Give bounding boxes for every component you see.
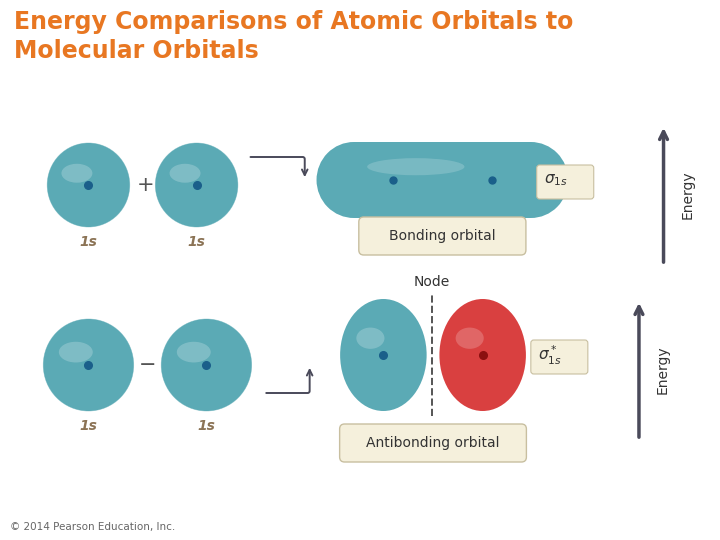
FancyBboxPatch shape	[340, 424, 526, 462]
Ellipse shape	[367, 158, 464, 176]
Bar	[354, 142, 531, 218]
Text: 1s: 1s	[197, 419, 215, 433]
Text: 1s: 1s	[79, 235, 97, 249]
Text: 1s: 1s	[188, 235, 205, 249]
Text: Node: Node	[413, 275, 450, 289]
Text: Energy: Energy	[680, 171, 694, 219]
Text: Antibonding orbital: Antibonding orbital	[366, 436, 500, 450]
Text: 1s: 1s	[79, 419, 97, 433]
Ellipse shape	[456, 328, 484, 349]
Text: Bonding orbital: Bonding orbital	[389, 229, 495, 243]
Text: +: +	[137, 175, 154, 195]
Ellipse shape	[493, 142, 568, 218]
Text: Energy: Energy	[656, 346, 670, 394]
Ellipse shape	[161, 319, 252, 411]
Ellipse shape	[356, 328, 384, 349]
Ellipse shape	[340, 299, 427, 411]
Ellipse shape	[48, 143, 130, 227]
Ellipse shape	[59, 342, 93, 362]
Ellipse shape	[317, 142, 391, 218]
Ellipse shape	[439, 299, 526, 411]
Ellipse shape	[170, 164, 201, 183]
Ellipse shape	[177, 342, 211, 362]
Ellipse shape	[43, 319, 134, 411]
FancyBboxPatch shape	[536, 165, 594, 199]
FancyBboxPatch shape	[359, 217, 526, 255]
Text: Energy Comparisons of Atomic Orbitals to
Molecular Orbitals: Energy Comparisons of Atomic Orbitals to…	[14, 10, 573, 63]
Text: −: −	[139, 355, 156, 375]
Ellipse shape	[61, 164, 92, 183]
Ellipse shape	[156, 143, 238, 227]
FancyBboxPatch shape	[531, 340, 588, 374]
Text: © 2014 Pearson Education, Inc.: © 2014 Pearson Education, Inc.	[10, 522, 175, 532]
Text: $\sigma_{1s}$: $\sigma_{1s}$	[544, 172, 567, 188]
Text: $\sigma^*_{1s}$: $\sigma^*_{1s}$	[538, 343, 562, 367]
